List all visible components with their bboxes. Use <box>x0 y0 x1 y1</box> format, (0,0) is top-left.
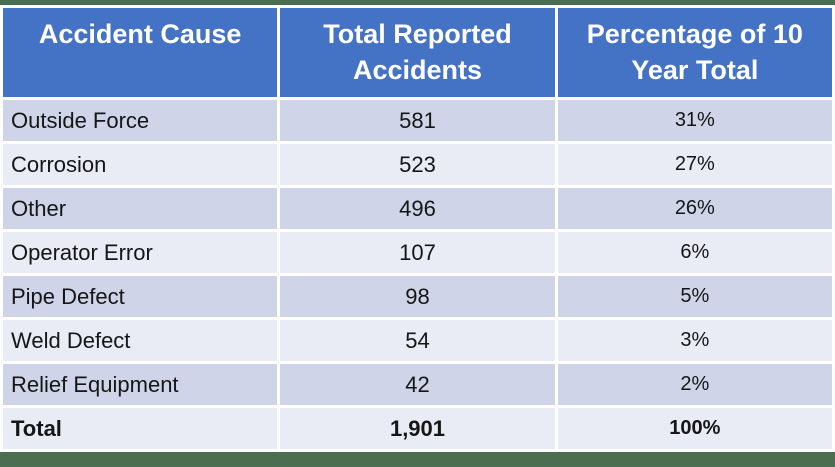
cell-cause: Outside Force <box>3 100 278 141</box>
header-row: Accident Cause Total Reported Accidents … <box>3 8 832 97</box>
cell-total: 1,901 <box>280 408 555 449</box>
header-accident-cause: Accident Cause <box>3 8 278 97</box>
header-percentage-10-year-total: Percentage of 10 Year Total <box>557 8 832 97</box>
cell-cause: Operator Error <box>3 232 278 273</box>
table-body: Outside Force 581 31% Corrosion 523 27% … <box>3 100 832 449</box>
bottom-accent-bar <box>0 452 835 467</box>
cell-total: 581 <box>280 100 555 141</box>
table-header: Accident Cause Total Reported Accidents … <box>3 8 832 97</box>
table-row-relief-equipment: Relief Equipment 42 2% <box>3 364 832 405</box>
table-row-operator-error: Operator Error 107 6% <box>3 232 832 273</box>
cell-percentage: 3% <box>557 320 832 361</box>
cell-cause: Pipe Defect <box>3 276 278 317</box>
cell-cause: Weld Defect <box>3 320 278 361</box>
cell-total: 496 <box>280 188 555 229</box>
cell-cause: Relief Equipment <box>3 364 278 405</box>
cell-percentage: 26% <box>557 188 832 229</box>
table-row-total: Total 1,901 100% <box>3 408 832 449</box>
cell-percentage: 31% <box>557 100 832 141</box>
cell-total: 98 <box>280 276 555 317</box>
table-row-weld-defect: Weld Defect 54 3% <box>3 320 832 361</box>
table-row-pipe-defect: Pipe Defect 98 5% <box>3 276 832 317</box>
cell-total: 107 <box>280 232 555 273</box>
cell-total: 42 <box>280 364 555 405</box>
table-row-corrosion: Corrosion 523 27% <box>3 144 832 185</box>
header-total-reported-accidents: Total Reported Accidents <box>280 8 555 97</box>
cell-percentage: 27% <box>557 144 832 185</box>
cell-total: 54 <box>280 320 555 361</box>
accident-cause-table: Accident Cause Total Reported Accidents … <box>0 5 835 452</box>
top-accent-bar <box>0 0 835 5</box>
cell-percentage: 100% <box>557 408 832 449</box>
cell-percentage: 6% <box>557 232 832 273</box>
cell-cause: Corrosion <box>3 144 278 185</box>
table-row-outside-force: Outside Force 581 31% <box>3 100 832 141</box>
cell-percentage: 2% <box>557 364 832 405</box>
cell-percentage: 5% <box>557 276 832 317</box>
table-row-other: Other 496 26% <box>3 188 832 229</box>
cell-cause: Other <box>3 188 278 229</box>
cell-cause: Total <box>3 408 278 449</box>
cell-total: 523 <box>280 144 555 185</box>
